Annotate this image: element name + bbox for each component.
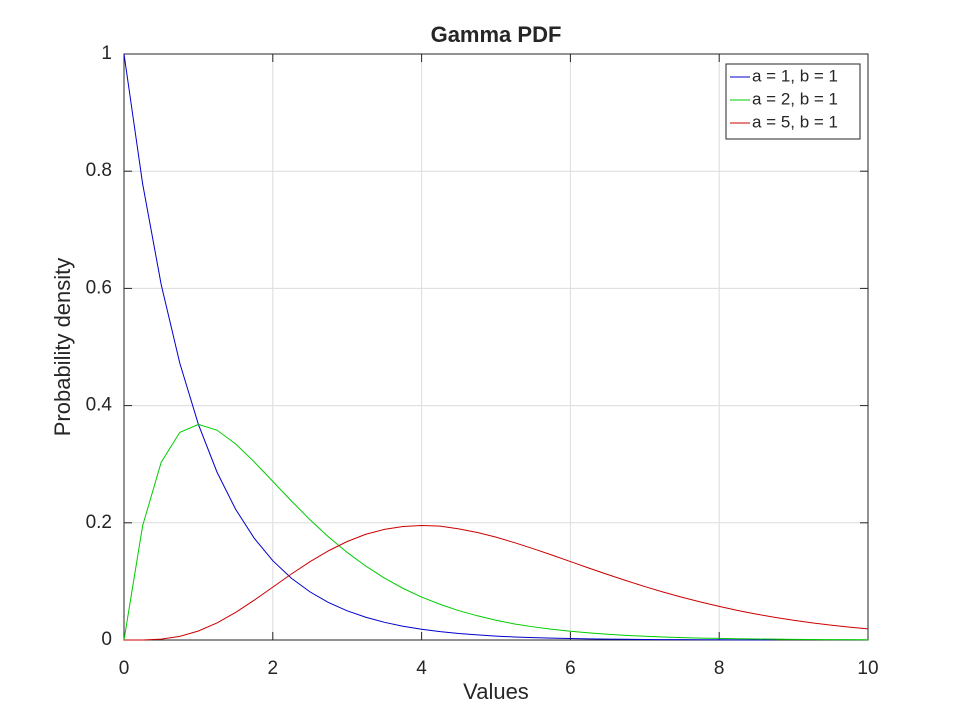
x-tick-label: 4 [416,658,427,679]
chart-title: Gamma PDF [431,22,562,47]
y-tick-label: 0.4 [86,395,113,416]
x-tick-label: 6 [565,658,576,679]
line [123,423,869,641]
y-tick-label: 0 [101,629,112,650]
line [123,524,869,641]
plot-frame [123,53,869,641]
y-tick-label: 0.8 [86,160,112,181]
x-tick-label: 0 [119,658,130,679]
y-tick-label: 0.6 [86,277,112,298]
x-axis-label: Values [463,679,529,704]
legend-label: a = 1, b = 1 [752,66,838,85]
y-tick-label: 1 [101,43,112,64]
legend-label: a = 5, b = 1 [752,112,838,131]
legend-label: a = 2, b = 1 [752,89,838,108]
x-tick-label: 10 [857,658,878,679]
y-tick-label: 0.2 [86,512,112,533]
y-axis-label: Probability density [50,258,75,437]
x-tick-label: 2 [268,658,279,679]
line [123,53,776,641]
x-tick-label: 8 [714,658,725,679]
